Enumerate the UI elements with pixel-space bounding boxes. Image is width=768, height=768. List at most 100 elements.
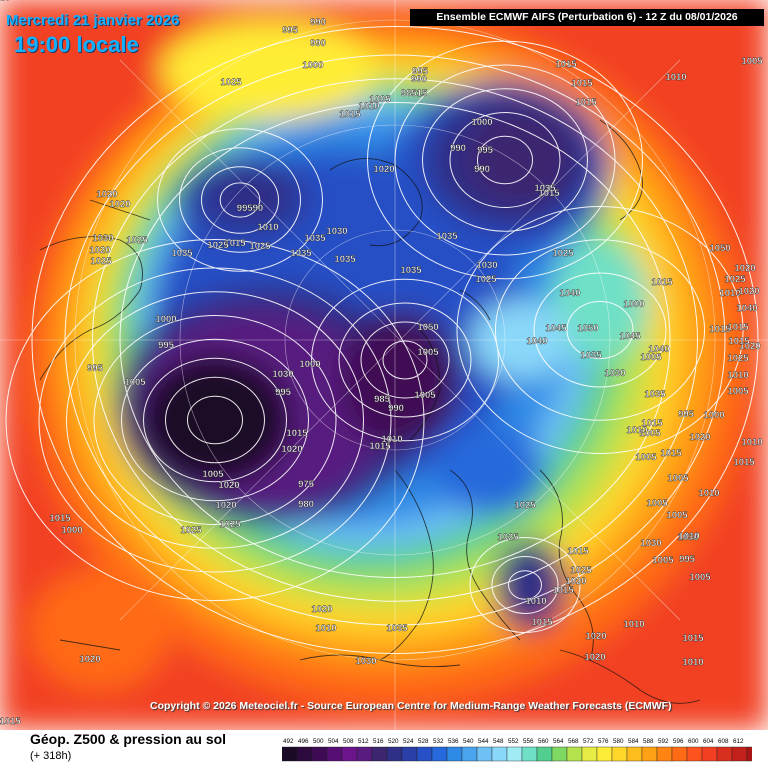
isobar-label: 1005 (417, 347, 439, 358)
isobar-label: 1025 (126, 235, 148, 246)
isobar-label: 1030 (326, 226, 347, 237)
isobar-label: 1020 (311, 604, 332, 615)
isobar-line (219, 182, 261, 218)
isobar-label: 1025 (570, 565, 592, 576)
isobar-label: 1015 (571, 78, 593, 89)
isobar-labels: 9909909951000102599599098515100510101015… (0, 0, 763, 727)
isobar-line (360, 321, 450, 399)
isobar-line (179, 147, 301, 253)
isobar-label: 1020 (373, 164, 394, 175)
isobar-label: 1015 (728, 336, 750, 347)
isobar-label: 1030 (92, 233, 113, 244)
isobar-label: 1010 (678, 531, 699, 542)
isobar-lines (5, 26, 759, 654)
legend-swatch (581, 746, 598, 762)
isobar-label: 1020 (739, 341, 760, 352)
legend-swatch (731, 746, 748, 762)
isobar-label: 990 (310, 38, 326, 49)
isobar-label: 1015 (651, 277, 673, 288)
legend-tick: 516 (373, 738, 384, 745)
legend-tick: 500 (313, 738, 324, 745)
legend-tick: 576 (598, 738, 609, 745)
legend-swatch (416, 746, 433, 762)
isobar-label: 1035 (400, 265, 422, 276)
isobar-label: 1030 (476, 260, 497, 271)
isobar-label: 98515 (401, 88, 428, 99)
isobar-label: 1030 (0, 0, 11, 3)
isobar-label: 1050 (417, 322, 438, 333)
isobar-line (201, 166, 279, 234)
legend-tick: 600 (688, 738, 699, 745)
legend-swatch (611, 746, 628, 762)
legend-tick: 508 (343, 738, 354, 745)
legend-swatch (431, 746, 448, 762)
isobar-line (338, 302, 472, 418)
legend-swatch (311, 746, 328, 762)
isobar-label: 1015 (369, 441, 391, 452)
isobar-label: 1025 (497, 532, 519, 543)
isobar-label: 1020 (215, 500, 236, 511)
isobar-label: 1005 (646, 498, 668, 509)
geopotential-field (0, 0, 768, 730)
isobar-label: 990 (388, 403, 404, 414)
legend-swatch (506, 746, 523, 762)
coastlines (39, 119, 701, 704)
legend-tick: 560 (538, 738, 549, 745)
legend-tick: 520 (388, 738, 399, 745)
isobar-line (119, 102, 671, 578)
isobar-label: 1020 (89, 245, 110, 256)
isobar-label: 1015 (733, 457, 755, 468)
isobar-label: 995 (87, 363, 104, 374)
isobar-line (121, 338, 309, 502)
legend-swatch (596, 746, 613, 762)
isobar-label: 995 (679, 554, 696, 565)
isobar-label: 1015 (555, 59, 577, 70)
isobar-label: 1010 (257, 222, 278, 233)
isobar-label: 1015 (339, 109, 361, 120)
isobar-label: 1015 (538, 188, 560, 199)
isobar-label: 1015 (641, 418, 663, 429)
isobar-label: 1005 (639, 428, 661, 439)
isobar-label: 1015 (567, 546, 589, 557)
isobar-label: 1035 (386, 623, 408, 634)
legend-tick: 540 (463, 738, 474, 745)
isobar-label: 1000 (703, 410, 724, 421)
isobar-label: 1025 (249, 241, 271, 252)
legend-tick: 544 (478, 738, 489, 745)
isobar-label: 1015 (709, 324, 731, 335)
isobar-label: 1025 (220, 77, 242, 88)
isobar-label: 990 (411, 74, 427, 85)
isobar-label: 1020 (109, 199, 130, 210)
isobar-label: 1010 (381, 434, 402, 445)
isobar-line (566, 301, 634, 359)
isobar-label: 1015 (682, 633, 704, 644)
isobar-label: 1025 (727, 353, 749, 364)
legend-tick: 548 (493, 738, 504, 745)
isobar-label: 1035 (0, 0, 11, 3)
legend-tick: 612 (733, 738, 744, 745)
legend-swatch (566, 746, 583, 762)
isobar-label: 995 (282, 25, 299, 36)
isobar-label: 1035 (171, 248, 193, 259)
legend-tick: 512 (358, 738, 369, 745)
isobar-label: 1000 (302, 60, 323, 71)
legend-swatch (716, 746, 733, 762)
isobar-label: 1020 (218, 480, 239, 491)
isobar-label: 1000 (61, 525, 82, 536)
legend-tick: 564 (553, 738, 564, 745)
isobar-label: 1010 (358, 101, 379, 112)
isobar-label: 1010 (719, 288, 740, 299)
legend-tick: 608 (718, 738, 729, 745)
isobar-label: 1015 (531, 617, 553, 628)
isobar-label: 1010 (682, 657, 703, 668)
isobar-line (187, 395, 243, 445)
legend-tick: 524 (403, 738, 414, 745)
isobar-line (491, 556, 559, 614)
legend-tick: 596 (673, 738, 684, 745)
isobar-label: 990 (474, 164, 490, 175)
isobar-label: 1005 (124, 377, 146, 388)
legend-tick: 552 (508, 738, 519, 745)
isobar-label: 1035 (580, 350, 602, 361)
isobar-label: 1015 (552, 585, 574, 596)
isobar-label: 975 (298, 479, 315, 490)
